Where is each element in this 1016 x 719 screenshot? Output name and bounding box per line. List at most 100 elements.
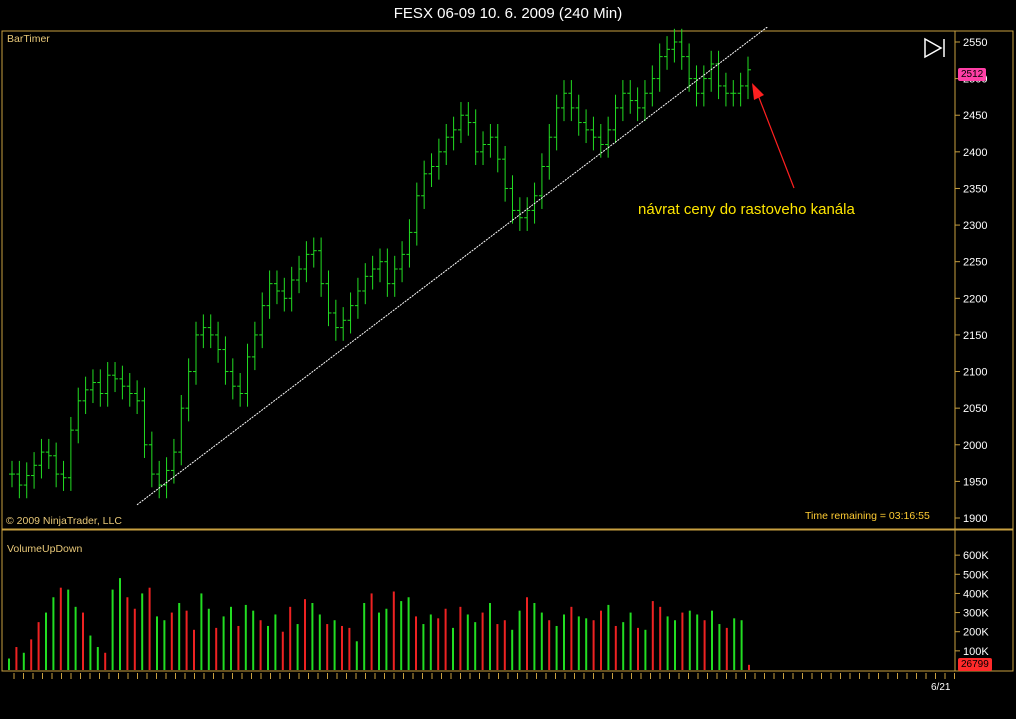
price-bar [583, 109, 590, 144]
price-bar [60, 460, 67, 491]
price-bar [354, 277, 361, 319]
volume-bar [8, 658, 10, 670]
volume-bar [170, 612, 173, 670]
price-bar [82, 376, 89, 415]
price-bar [259, 292, 266, 349]
volume-tick-label: 600K [963, 550, 989, 562]
volume-bar [15, 647, 18, 670]
volume-bar [104, 652, 107, 670]
volume-bar [259, 620, 262, 670]
price-bar [266, 270, 273, 319]
price-bar [619, 80, 626, 122]
volume-bar [133, 608, 136, 670]
price-bar [318, 237, 325, 297]
price-bar [678, 28, 685, 70]
price-bar [700, 65, 707, 107]
price-tick-label: 2050 [963, 403, 987, 415]
volume-bar [30, 639, 33, 670]
volume-bar [407, 597, 410, 670]
price-tick-label: 2350 [963, 183, 987, 195]
price-bar [457, 102, 464, 144]
volume-bar [555, 625, 558, 670]
price-bar [649, 65, 656, 107]
volume-bar [200, 593, 203, 670]
volume-bar [244, 604, 247, 670]
price-bar [244, 343, 251, 407]
volume-bar [688, 610, 691, 670]
price-bar [148, 431, 155, 488]
price-bar [715, 50, 722, 100]
volume-bar [503, 620, 506, 670]
price-bar [23, 462, 30, 499]
volume-bar [711, 610, 713, 670]
volume-bar [592, 620, 595, 670]
price-panel-border [1, 30, 1014, 530]
price-bar [502, 145, 509, 202]
price-bar [553, 94, 560, 151]
price-bar [200, 314, 207, 349]
price-bar [75, 387, 82, 444]
volume-bar [318, 614, 321, 670]
price-bar [737, 72, 744, 107]
volume-bar [681, 612, 684, 670]
volume-tick-label: 500K [963, 569, 989, 581]
price-bar [237, 373, 244, 407]
volume-bar [385, 608, 388, 670]
price-bar [141, 387, 148, 458]
volume-bar [185, 610, 188, 670]
volume-bar [341, 625, 343, 670]
price-tick-label: 2300 [963, 220, 987, 232]
volume-bar [222, 616, 225, 670]
volume-bar [392, 591, 395, 670]
price-bar [16, 460, 23, 499]
volume-bar [718, 624, 721, 670]
price-bar [207, 314, 214, 349]
price-bar [693, 65, 700, 107]
price-bar [634, 87, 641, 122]
price-bar [399, 241, 406, 283]
play-end-icon[interactable] [923, 37, 947, 59]
price-bar [178, 394, 185, 466]
price-bar [193, 321, 199, 385]
volume-bar [67, 589, 70, 670]
volume-bar [740, 620, 743, 670]
price-bar [281, 277, 288, 312]
volume-tick-label: 200K [963, 627, 989, 639]
price-bar [97, 369, 104, 407]
volume-bar [22, 652, 25, 670]
volume-bar [311, 603, 314, 670]
price-bar [605, 116, 612, 158]
volumeupdown-label: VolumeUpDown [7, 543, 83, 555]
price-bar [273, 270, 280, 305]
price-bar [428, 153, 435, 187]
volume-bar [156, 616, 158, 670]
chart-frame: 1900 1950 2000 2050 2100 2150 2200 2250 2300 2350… [1, 27, 1014, 679]
price-bar [104, 362, 111, 407]
volume-bar [614, 625, 617, 670]
price-tick-label: 2000 [963, 440, 987, 452]
x-date-label: 6/21 [931, 682, 951, 693]
last-price-tag: 2512 [958, 68, 987, 81]
time-remaining-text: Time remaining = 03:16:55 [805, 510, 930, 522]
price-bar [745, 56, 751, 100]
volume-bar [733, 618, 736, 670]
price-bar [443, 124, 450, 166]
volume-bar [274, 614, 277, 670]
volume-bar [178, 603, 181, 670]
volume-bar [304, 599, 306, 670]
volume-bar [37, 622, 40, 670]
volume-bar [281, 631, 284, 670]
window-title: FESX 06-09 10. 6. 2009 (240 Min) [393, 5, 623, 22]
price-bar [546, 124, 553, 180]
price-bar [45, 438, 52, 469]
volume-bar [725, 627, 728, 670]
bartimer-label: BarTimer [7, 33, 50, 45]
volume-bar [548, 620, 551, 670]
volume-bar [563, 614, 565, 670]
volume-bar [533, 603, 536, 670]
volume-bar [748, 664, 750, 670]
volume-bar [163, 620, 166, 670]
volume-bar [230, 606, 232, 670]
price-tick-label: 2100 [963, 367, 987, 379]
volume-bar [348, 627, 351, 670]
